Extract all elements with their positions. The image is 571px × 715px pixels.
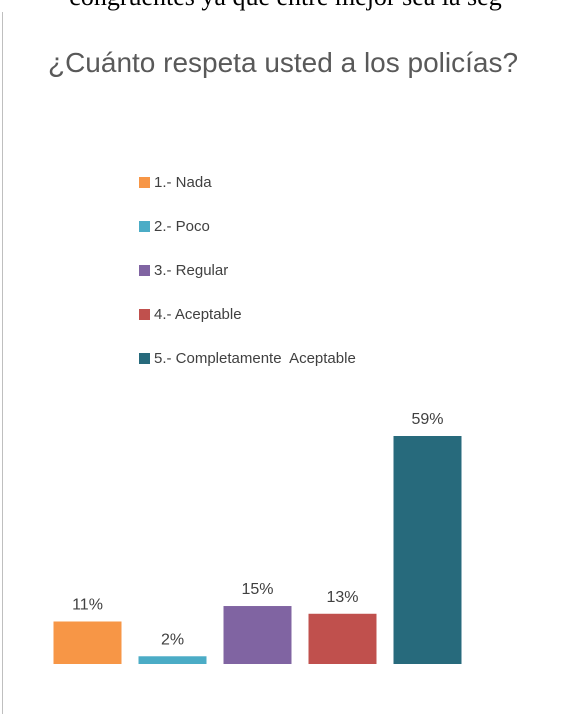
- legend-item-completamente-aceptable: 5.- Completamente Aceptable: [139, 336, 356, 380]
- bar-3: [223, 606, 292, 664]
- legend-label: 2.- Poco: [154, 217, 210, 235]
- chart-frame: ¿Cuánto respeta usted a los policías? 1.…: [2, 12, 571, 714]
- legend-item-aceptable: 4.- Aceptable: [139, 292, 356, 336]
- bar-1: [53, 621, 122, 664]
- legend-item-nada: 1.- Nada: [139, 160, 356, 204]
- bar-2: [138, 656, 207, 664]
- legend-label: 3.- Regular: [154, 261, 229, 279]
- bar-plot-area: 11% 2% 15% 13% 59%: [53, 411, 462, 664]
- legend-swatch: [139, 352, 150, 364]
- data-label-3: 15%: [241, 581, 273, 598]
- legend-label: 4.- Aceptable: [154, 305, 242, 323]
- legend-item-poco: 2.- Poco: [139, 204, 356, 248]
- data-label-1: 11%: [72, 596, 103, 613]
- legend-label: 1.- Nada: [154, 173, 212, 191]
- legend-label: 5.- Completamente Aceptable: [154, 349, 356, 367]
- data-label-2: 2%: [161, 631, 184, 648]
- legend-swatch: [139, 176, 150, 188]
- legend-item-regular: 3.- Regular: [139, 248, 356, 292]
- bar-4: [308, 613, 377, 664]
- legend-swatch: [139, 264, 150, 276]
- document-text-fragment: congruentes ya que entre mejor sea la se…: [0, 0, 571, 12]
- data-label-4: 13%: [326, 589, 358, 606]
- legend-swatch: [139, 220, 150, 232]
- chart-legend: 1.- Nada 2.- Poco 3.- Regular 4.- Acepta…: [139, 160, 356, 380]
- chart-title: ¿Cuánto respeta usted a los policías?: [47, 47, 519, 78]
- data-label-5: 59%: [411, 411, 443, 428]
- legend-swatch: [139, 308, 150, 320]
- bar-5: [393, 436, 462, 664]
